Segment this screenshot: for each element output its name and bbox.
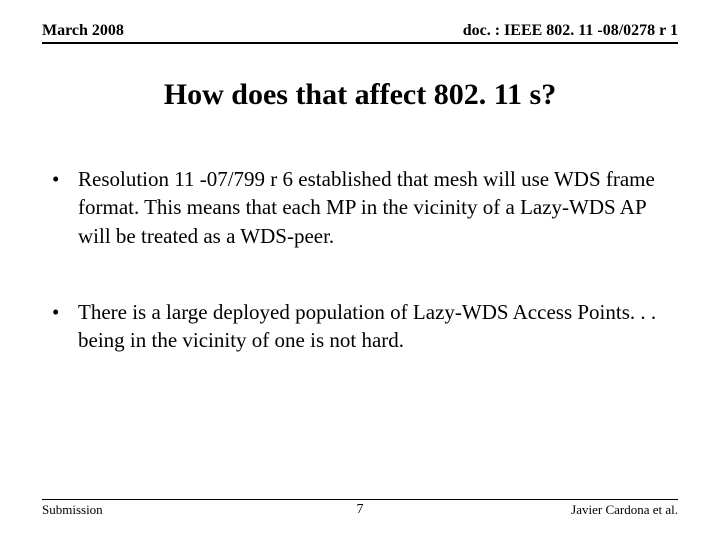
bullet-item: • Resolution 11 -07/799 r 6 established … — [50, 165, 670, 250]
header-date: March 2008 — [42, 22, 124, 40]
page-title: How does that affect 802. 11 s? — [0, 78, 720, 112]
footer-bar: Submission 7 Javier Cardona et al. — [42, 499, 678, 518]
footer-left: Submission — [42, 502, 103, 518]
header-docref: doc. : IEEE 802. 11 -08/0278 r 1 — [463, 22, 678, 40]
footer-author: Javier Cardona et al. — [571, 502, 678, 518]
body-content: • Resolution 11 -07/799 r 6 established … — [50, 165, 670, 403]
header-bar: March 2008 doc. : IEEE 802. 11 -08/0278 … — [42, 22, 678, 44]
footer-page-number: 7 — [357, 502, 364, 518]
bullet-text: Resolution 11 -07/799 r 6 established th… — [78, 165, 670, 250]
bullet-marker: • — [50, 298, 78, 355]
bullet-marker: • — [50, 165, 78, 250]
bullet-item: • There is a large deployed population o… — [50, 298, 670, 355]
bullet-text: There is a large deployed population of … — [78, 298, 670, 355]
